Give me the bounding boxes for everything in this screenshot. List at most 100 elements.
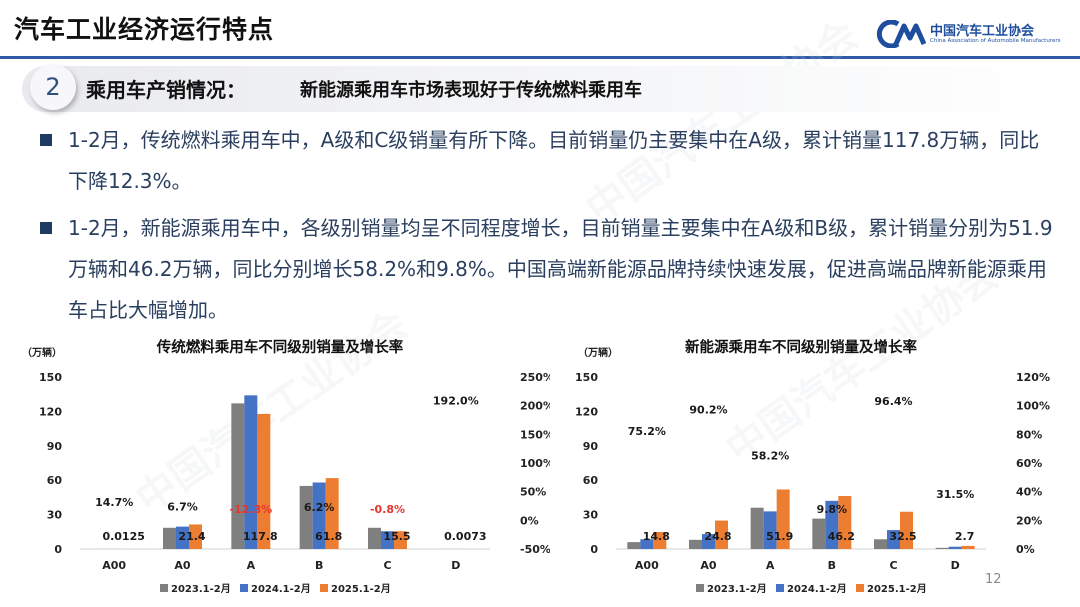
legend-label: 2024.1-2月 bbox=[787, 583, 847, 595]
y-tick-label: 90 bbox=[47, 440, 63, 453]
bar-2024.1-2月 bbox=[887, 530, 900, 549]
nev-passenger-car-chart: 新能源乘用车不同级别销量及增长率 （万辆） 0 30 60 90 120 150 0% 20% 40… bbox=[575, 338, 1050, 595]
x-tick-label: A0 bbox=[700, 559, 717, 572]
bar-2024.1-2月 bbox=[312, 482, 326, 549]
x-tick-label: A00 bbox=[635, 559, 659, 572]
data-value-label: 46.2 bbox=[828, 530, 855, 543]
chart-title: 新能源乘用车不同级别销量及增长率 bbox=[685, 338, 917, 356]
y-tick-label: 150 bbox=[575, 371, 598, 384]
y2-tick-label: 80% bbox=[1016, 428, 1042, 441]
data-value-label: 32.5 bbox=[889, 530, 916, 543]
bar-2024.1-2月 bbox=[825, 500, 839, 549]
bar-2023.1-2月 bbox=[627, 542, 641, 549]
data-value-label: 2.7 bbox=[955, 530, 975, 543]
x-tick-label: B bbox=[828, 559, 836, 572]
header-divider bbox=[0, 56, 1080, 59]
y2-tick-label: 60% bbox=[1016, 457, 1042, 470]
bullet-text-2: 1-2月，新能源乘用车中，各级别销量均呈不同程度增长，目前销量主要集中在A级和B… bbox=[68, 216, 1053, 322]
x-tick-label: D bbox=[451, 559, 460, 572]
bar-2025.1-2月 bbox=[653, 532, 667, 549]
bar-2024.1-2月 bbox=[763, 511, 777, 549]
data-value-label: 61.8 bbox=[315, 530, 342, 543]
legend-swatch bbox=[160, 584, 168, 592]
data-value-label: 0.0125 bbox=[102, 530, 144, 543]
bullet-square-icon bbox=[40, 222, 52, 234]
x-tick-label: A bbox=[766, 559, 775, 572]
growth-rate-label: 31.5% bbox=[936, 488, 974, 501]
bar-2023.1-2月 bbox=[163, 527, 176, 549]
y2-tick-label: -50% bbox=[520, 543, 550, 556]
data-value-label: 21.4 bbox=[178, 530, 205, 543]
y-axis-unit-label: （万辆） bbox=[22, 346, 62, 359]
logo-name-en: China Association of Automobile Manufact… bbox=[930, 38, 1061, 44]
data-value-label: 14.8 bbox=[643, 530, 670, 543]
x-tick-label: A00 bbox=[102, 559, 126, 572]
growth-rate-label: -12.3% bbox=[229, 503, 272, 516]
growth-rate-label: 192.0% bbox=[433, 394, 479, 407]
x-tick-label: A0 bbox=[174, 559, 191, 572]
y2-tick-label: 20% bbox=[1016, 514, 1042, 527]
bar-2024.1-2月 bbox=[948, 546, 962, 549]
bar-2025.1-2月 bbox=[189, 524, 202, 549]
bar-2024.1-2月 bbox=[244, 395, 258, 549]
y2-tick-label: 120% bbox=[1016, 371, 1050, 384]
legend-swatch bbox=[696, 584, 704, 592]
y2-tick-label: 0% bbox=[520, 514, 539, 527]
y-tick-label: 30 bbox=[47, 509, 63, 522]
legend-label: 2025.1-2月 bbox=[867, 583, 927, 595]
bar-2023.1-2月 bbox=[368, 527, 381, 549]
x-tick-label: A bbox=[247, 559, 256, 572]
caam-logo-icon bbox=[876, 20, 926, 48]
x-tick-label: C bbox=[889, 559, 897, 572]
y2-tick-label: 50% bbox=[520, 486, 546, 499]
y-tick-label: 0 bbox=[590, 543, 598, 556]
data-value-label: 0.0073 bbox=[444, 530, 486, 543]
growth-rate-label: 14.7% bbox=[95, 496, 133, 509]
chart-title: 传统燃料乘用车不同级别销量及增长率 bbox=[156, 338, 404, 356]
growth-rate-label: 6.7% bbox=[167, 500, 198, 513]
y-tick-label: 60 bbox=[583, 474, 599, 487]
section-title: 乘用车产销情况： bbox=[86, 78, 246, 102]
bar-2023.1-2月 bbox=[935, 547, 949, 549]
page-title: 汽车工业经济运行特点 bbox=[14, 15, 275, 44]
x-tick-label: C bbox=[383, 559, 391, 572]
y-tick-label: 120 bbox=[575, 405, 598, 418]
bar-2025.1-2月 bbox=[394, 531, 407, 549]
growth-rate-label: 90.2% bbox=[689, 404, 727, 417]
data-value-label: 15.5 bbox=[383, 530, 410, 543]
bar-2025.1-2月 bbox=[715, 520, 728, 549]
y-tick-label: 120 bbox=[39, 405, 62, 418]
legend-label: 2024.1-2月 bbox=[251, 583, 311, 595]
legend-swatch bbox=[856, 584, 864, 592]
y2-tick-label: 100% bbox=[1016, 400, 1050, 413]
growth-rate-label: -0.8% bbox=[370, 503, 405, 516]
legend-swatch bbox=[320, 584, 328, 592]
bar-2023.1-2月 bbox=[231, 403, 245, 549]
bar-2024.1-2月 bbox=[640, 539, 654, 549]
bar-2025.1-2月 bbox=[776, 489, 790, 549]
data-value-label: 51.9 bbox=[766, 530, 793, 543]
section-heading-band bbox=[22, 66, 1080, 112]
x-tick-label: D bbox=[951, 559, 960, 572]
y-axis-unit-label: （万辆） bbox=[578, 346, 618, 359]
header-bar: 汽车工业经济运行特点 中国汽车工业协会 China Association of… bbox=[0, 0, 1080, 56]
bar-2024.1-2月 bbox=[176, 526, 189, 549]
growth-rate-label: 6.2% bbox=[304, 501, 335, 514]
legend-label: 2023.1-2月 bbox=[171, 583, 231, 595]
x-tick-label: B bbox=[315, 559, 323, 572]
growth-rate-label: 96.4% bbox=[874, 395, 912, 408]
bar-2023.1-2月 bbox=[874, 539, 887, 549]
y2-tick-label: 250% bbox=[520, 371, 550, 384]
legend-label: 2023.1-2月 bbox=[707, 583, 767, 595]
y2-tick-label: 200% bbox=[520, 400, 550, 413]
data-value-label: 24.8 bbox=[704, 530, 731, 543]
legend-swatch bbox=[776, 584, 784, 592]
bar-2023.1-2月 bbox=[689, 539, 702, 549]
bar-2025.1-2月 bbox=[900, 511, 913, 549]
bar-2025.1-2月 bbox=[257, 413, 271, 549]
logo-name-cn: 中国汽车工业协会 bbox=[930, 24, 1035, 39]
section-number: 2 bbox=[30, 64, 76, 110]
y-tick-label: 60 bbox=[47, 474, 63, 487]
bar-2025.1-2月 bbox=[838, 496, 852, 549]
y2-tick-label: 150% bbox=[520, 428, 550, 441]
